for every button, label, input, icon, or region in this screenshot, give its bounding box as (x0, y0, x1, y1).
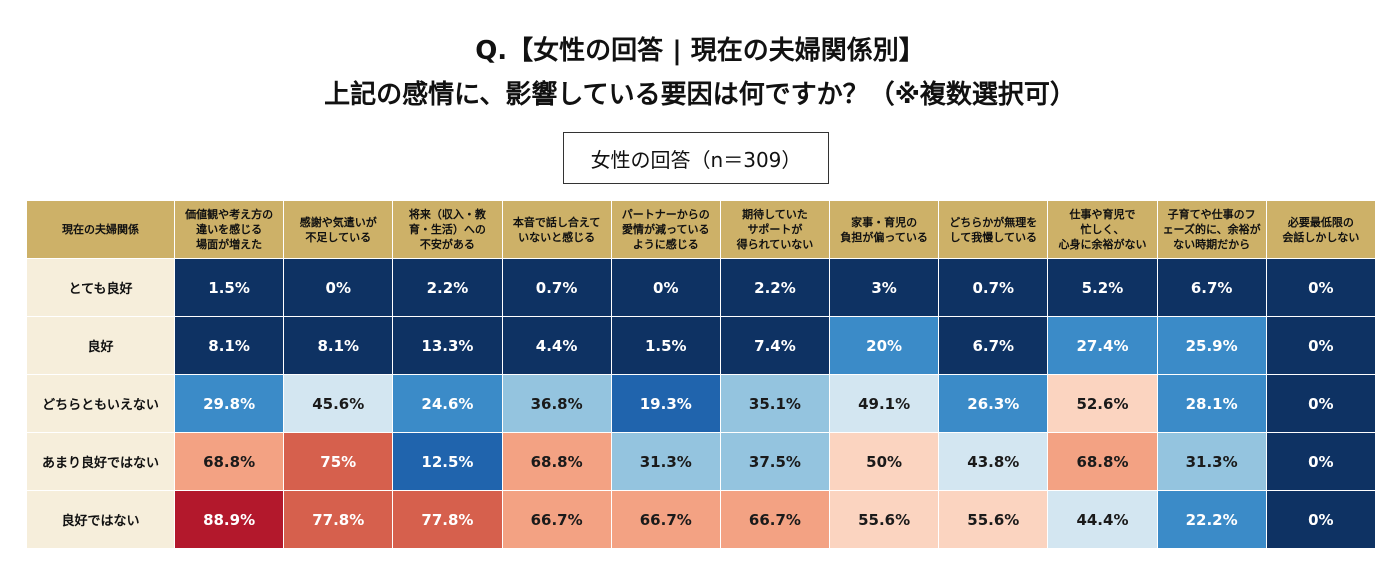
cell: 0.7% (501, 258, 612, 317)
cell: 8.1% (283, 316, 394, 375)
table-row: 良好ではない 88.9% 77.8% 77.8% 66.7% 66.7% 66.7% 55.6… (26, 490, 1377, 549)
cell: 44.4% (1047, 490, 1158, 549)
cell: 55.6% (938, 490, 1049, 549)
cell: 0% (1265, 258, 1377, 317)
cell: 1.5% (173, 258, 285, 317)
table-row: あまり良好ではない 68.8% 75% 12.5% 68.8% 31.3% 37.5% 50%… (26, 432, 1377, 491)
cell: 52.6% (1047, 374, 1158, 433)
cell: 24.6% (392, 374, 503, 433)
cell: 0% (1265, 374, 1377, 433)
cell: 25.9% (1156, 316, 1267, 375)
cell: 31.3% (1156, 432, 1267, 491)
cell: 6.7% (938, 316, 1049, 375)
header-row: 現在の夫婦関係 価値観や考え方の 違いを感じる 場面が増えた 感謝や気遣いが 不足し… (26, 200, 1377, 259)
cell: 31.3% (610, 432, 721, 491)
cell: 2.2% (719, 258, 831, 317)
table-row: とても良好 1.5% 0% 2.2% 0.7% 0% 2.2% 3% 0.7% 5.2% 6.7% 0… (26, 258, 1377, 317)
heatmap-table: 現在の夫婦関係 価値観や考え方の 違いを感じる 場面が増えた 感謝や気遣いが 不足し… (26, 200, 1377, 549)
column-header: 価値観や考え方の 違いを感じる 場面が増えた (173, 200, 285, 259)
cell: 19.3% (610, 374, 721, 433)
cell: 13.3% (392, 316, 503, 375)
column-header: どちらかが無理を して我慢している (938, 200, 1049, 259)
column-header: 仕事や育児で 忙しく、 心身に余裕がない (1047, 200, 1158, 259)
cell: 50% (829, 432, 940, 491)
cell: 88.9% (173, 490, 285, 549)
cell: 66.7% (719, 490, 831, 549)
cell: 1.5% (610, 316, 721, 375)
cell: 5.2% (1047, 258, 1158, 317)
cell: 8.1% (173, 316, 285, 375)
column-header: パートナーからの 愛情が減っている ように感じる (610, 200, 721, 259)
cell: 36.8% (501, 374, 612, 433)
row-label: どちらともいえない (26, 374, 175, 433)
cell: 49.1% (829, 374, 940, 433)
cell: 77.8% (283, 490, 394, 549)
cell: 68.8% (1047, 432, 1158, 491)
row-label: とても良好 (26, 258, 175, 317)
cell: 68.8% (173, 432, 285, 491)
row-label: あまり良好ではない (26, 432, 175, 491)
title: 上記の感情に、影響している要因は何ですか？（※複数選択可） (324, 80, 1076, 110)
subtitle: 女性の回答（n＝309） (563, 132, 829, 184)
cell: 0.7% (938, 258, 1049, 317)
cell: 26.3% (938, 374, 1049, 433)
cell: 4.4% (501, 316, 612, 375)
cell: 29.8% (173, 374, 285, 433)
cell: 66.7% (610, 490, 721, 549)
cell: 75% (283, 432, 394, 491)
cell: 12.5% (392, 432, 503, 491)
cell: 6.7% (1156, 258, 1267, 317)
column-header: 期待していた サポートが 得られていない (719, 200, 831, 259)
column-header: 本音で話し合えて いないと感じる (501, 200, 612, 259)
cell: 37.5% (719, 432, 831, 491)
column-header: 将来（収入・教 育・生活）への 不安がある (392, 200, 503, 259)
cell: 2.2% (392, 258, 503, 317)
cell: 45.6% (283, 374, 394, 433)
column-header: 家事・育児の 負担が偏っている (829, 200, 940, 259)
cell: 77.8% (392, 490, 503, 549)
cell: 0% (283, 258, 394, 317)
table-row: どちらともいえない 29.8% 45.6% 24.6% 36.8% 19.3% 35.1% 4… (26, 374, 1377, 433)
cell: 66.7% (501, 490, 612, 549)
cell: 35.1% (719, 374, 831, 433)
cell: 55.6% (829, 490, 940, 549)
corner-header: 現在の夫婦関係 (26, 200, 175, 259)
cell: 7.4% (719, 316, 831, 375)
cell: 27.4% (1047, 316, 1158, 375)
cell: 28.1% (1156, 374, 1267, 433)
column-header: 感謝や気遣いが 不足している (283, 200, 394, 259)
table-row: 良好 8.1% 8.1% 13.3% 4.4% 1.5% 7.4% 20% 6.7% 27.4% 2… (26, 316, 1377, 375)
cell: 0% (1265, 432, 1377, 491)
cell: 0% (1265, 490, 1377, 549)
title: Q.【女性の回答 | 現在の夫婦関係別】 (475, 36, 925, 66)
cell: 43.8% (938, 432, 1049, 491)
cell: 68.8% (501, 432, 612, 491)
column-header: 必要最低限の 会話しかしない (1265, 200, 1377, 259)
column-header: 子育てや仕事のフ ェーズ的に、余裕が ない時期だから (1156, 200, 1267, 259)
row-label: 良好ではない (26, 490, 175, 549)
cell: 22.2% (1156, 490, 1267, 549)
cell: 0% (1265, 316, 1377, 375)
row-label: 良好 (26, 316, 175, 375)
cell: 0% (610, 258, 721, 317)
cell: 20% (829, 316, 940, 375)
cell: 3% (829, 258, 940, 317)
